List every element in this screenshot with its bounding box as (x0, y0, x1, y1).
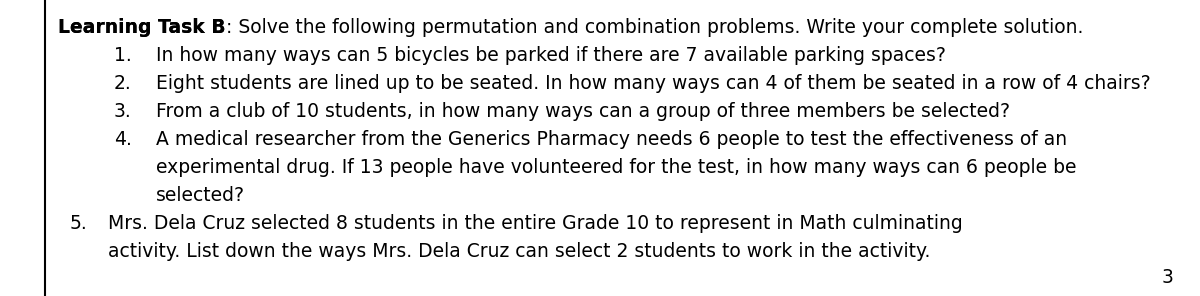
Text: activity. List down the ways Mrs. Dela Cruz can select 2 students to work in the: activity. List down the ways Mrs. Dela C… (108, 242, 930, 261)
Text: 1.: 1. (114, 46, 132, 65)
Text: 2.: 2. (114, 74, 132, 93)
Text: 3: 3 (1162, 268, 1174, 287)
Text: Learning Task B: Learning Task B (58, 18, 226, 37)
Text: Eight students are lined up to be seated. In how many ways can 4 of them be seat: Eight students are lined up to be seated… (156, 74, 1151, 93)
Text: From a club of 10 students, in how many ways can a group of three members be sel: From a club of 10 students, in how many … (156, 102, 1010, 121)
Text: Learning Task B: Learning Task B (58, 18, 226, 37)
Text: 5.: 5. (70, 214, 88, 233)
Text: selected?: selected? (156, 186, 245, 205)
Text: 3.: 3. (114, 102, 132, 121)
Text: experimental drug. If 13 people have volunteered for the test, in how many ways : experimental drug. If 13 people have vol… (156, 158, 1076, 177)
Text: : Solve the following permutation and combination problems. Write your complete : : Solve the following permutation and co… (226, 18, 1084, 37)
Text: Mrs. Dela Cruz selected 8 students in the entire Grade 10 to represent in Math c: Mrs. Dela Cruz selected 8 students in th… (108, 214, 962, 233)
Text: A medical researcher from the Generics Pharmacy needs 6 people to test the effec: A medical researcher from the Generics P… (156, 130, 1067, 149)
Text: 4.: 4. (114, 130, 132, 149)
Text: In how many ways can 5 bicycles be parked if there are 7 available parking space: In how many ways can 5 bicycles be parke… (156, 46, 946, 65)
